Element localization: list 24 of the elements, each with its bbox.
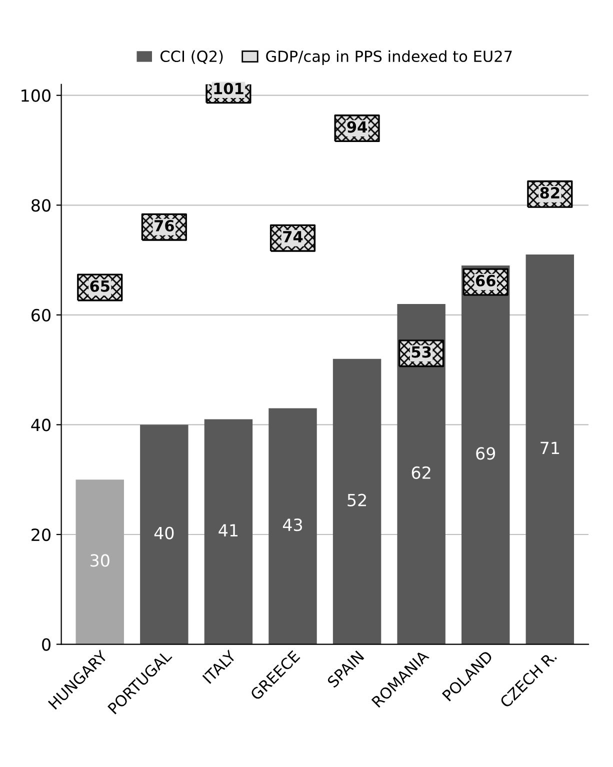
y-tick-label: 40 — [31, 418, 50, 432]
data-label: 69 — [476, 447, 496, 460]
data-label: 43 — [282, 518, 302, 532]
data-label: 40 — [154, 526, 174, 540]
y-tick-label: 20 — [32, 528, 50, 542]
bar — [268, 408, 317, 644]
bar — [76, 480, 124, 644]
y-tick-label: 100 — [22, 89, 50, 102]
y-tick-label: 60 — [32, 308, 50, 322]
bar — [204, 419, 253, 644]
data-label: 41 — [218, 524, 238, 536]
bar — [462, 266, 510, 644]
legend-label: CCI (Q2) — [160, 50, 223, 64]
y-tick-label: 80 — [32, 199, 50, 212]
data-label: 30 — [90, 554, 110, 567]
bar — [397, 304, 446, 644]
y-tick-label: 0 — [42, 638, 50, 651]
data-label: 62 — [412, 466, 430, 479]
bar — [140, 424, 188, 644]
bar — [526, 254, 574, 644]
data-label: 52 — [348, 494, 366, 506]
bar — [332, 358, 382, 644]
data-label: 71 — [540, 442, 559, 454]
legend-label: GDP/cap in PPS indexed to EU27 — [266, 50, 512, 66]
